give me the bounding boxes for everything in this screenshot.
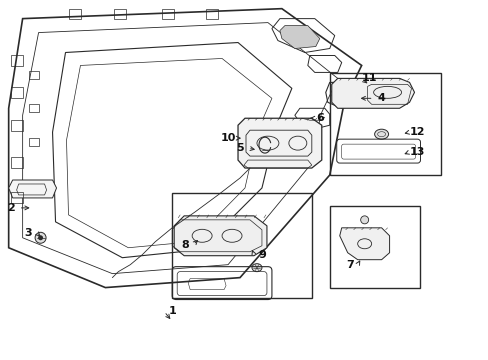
- Ellipse shape: [251, 264, 262, 272]
- Text: 1: 1: [168, 306, 176, 316]
- Text: 10: 10: [220, 133, 235, 143]
- Text: 6: 6: [315, 113, 323, 123]
- Polygon shape: [339, 228, 389, 260]
- Text: 12: 12: [409, 127, 425, 137]
- Text: 4: 4: [377, 93, 385, 103]
- Text: 5: 5: [236, 143, 244, 153]
- Circle shape: [360, 216, 368, 224]
- Polygon shape: [279, 26, 319, 49]
- Circle shape: [38, 235, 43, 240]
- Text: 3: 3: [25, 228, 32, 238]
- Text: 2: 2: [7, 203, 15, 213]
- Circle shape: [35, 232, 46, 243]
- Text: 7: 7: [345, 260, 353, 270]
- Bar: [329, 206, 419, 288]
- Text: 11: 11: [361, 73, 377, 84]
- Text: 13: 13: [409, 147, 425, 157]
- Text: 8: 8: [181, 240, 189, 250]
- Ellipse shape: [374, 129, 388, 139]
- Bar: [329, 73, 441, 175]
- Polygon shape: [174, 216, 266, 256]
- Polygon shape: [331, 78, 414, 108]
- Polygon shape: [9, 180, 57, 198]
- Bar: [172, 193, 311, 298]
- Polygon shape: [238, 118, 321, 168]
- Text: 9: 9: [258, 250, 265, 260]
